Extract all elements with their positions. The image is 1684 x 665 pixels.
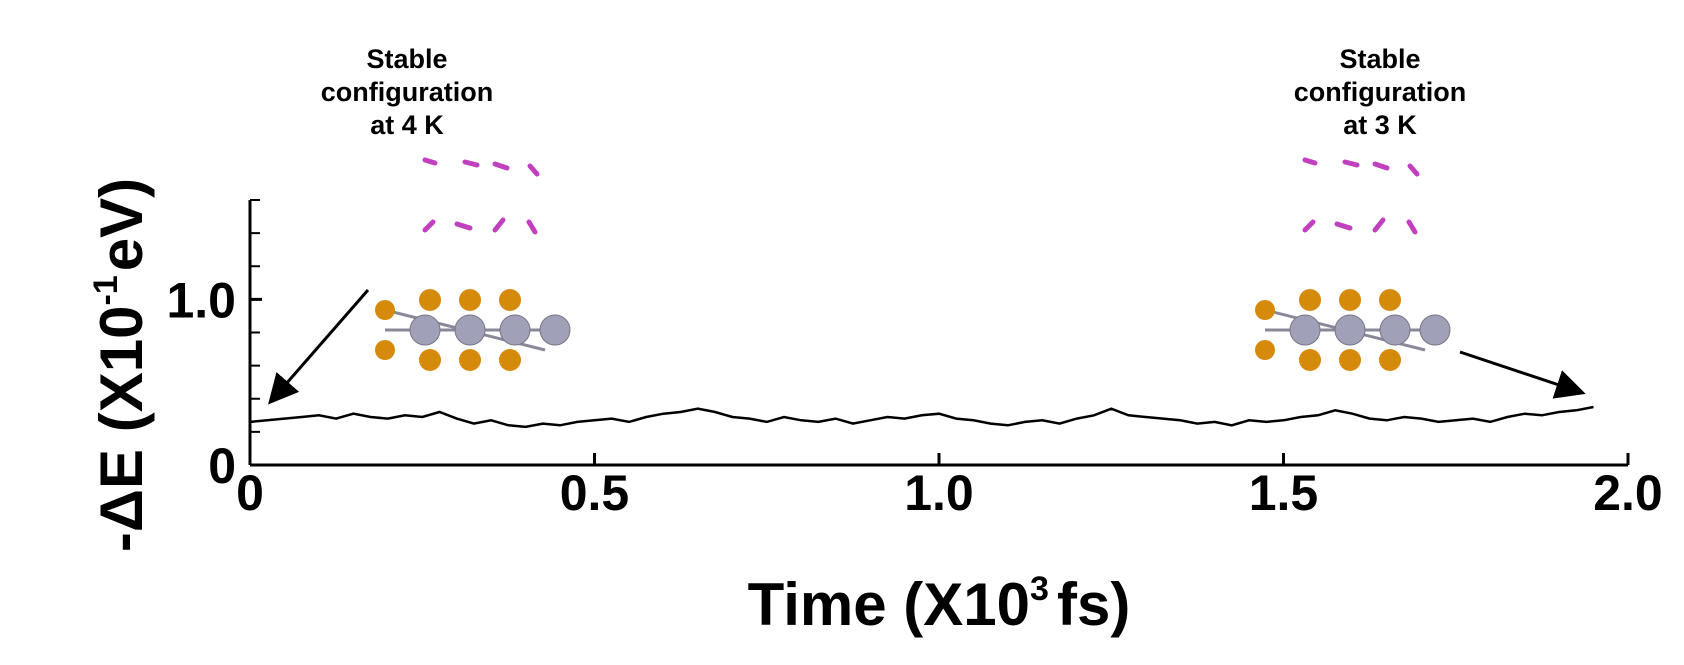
annotation: configuration — [1294, 77, 1466, 107]
x-axis-title-main: Time (X10 — [748, 571, 1030, 638]
x-tick-label: 0.5 — [560, 465, 630, 521]
x-tick-label: 0 — [236, 465, 264, 521]
y-tick-label: 1.0 — [166, 272, 236, 328]
x-axis-title: Time (X103 fs) — [748, 570, 1131, 638]
x-axis-title-end: fs) — [1057, 571, 1130, 638]
annotation: at 3 K — [1343, 110, 1417, 140]
x-tick-label: 2.0 — [1593, 465, 1663, 521]
x-tick-label: 1.5 — [1249, 465, 1319, 521]
x-axis-title-sup: 3 — [1030, 570, 1049, 608]
y-axis-title-main: -ΔE (X10 — [88, 306, 155, 553]
arrow — [1459, 350, 1586, 399]
annotation: Stable — [366, 44, 447, 74]
annotation: at 4 K — [370, 110, 444, 140]
data-line — [249, 405, 1594, 429]
x-tick-label: 1.0 — [904, 465, 974, 521]
annotation: Stable — [1339, 44, 1420, 74]
annotation: configuration — [321, 77, 493, 107]
y-axis-title-sup: -1 — [87, 275, 125, 305]
y-axis-title: -ΔE (X10-1 eV) — [87, 178, 155, 552]
y-axis-title-end: eV) — [88, 178, 155, 271]
y-tick-label: 0 — [208, 438, 236, 494]
arrow — [268, 289, 370, 405]
